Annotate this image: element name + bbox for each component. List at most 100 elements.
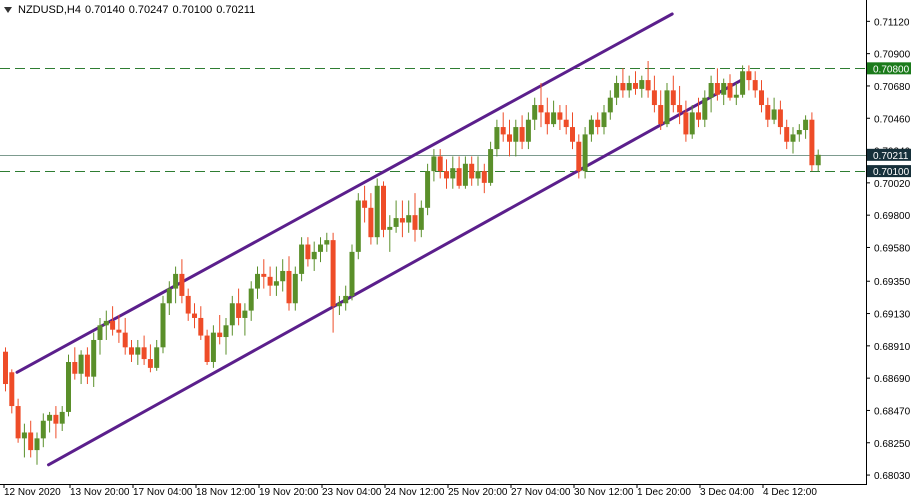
candle-body	[752, 80, 758, 91]
symbol-menu-icon[interactable]	[4, 7, 12, 13]
y-tick-label: 0.69580	[874, 243, 911, 254]
candle-body	[255, 273, 260, 289]
candle-body	[355, 200, 361, 252]
candle	[173, 266, 179, 304]
x-tick-label: 4 Dec 12:00	[763, 487, 817, 498]
candle-body	[40, 420, 46, 439]
candle-body	[708, 83, 714, 98]
candle	[708, 75, 714, 113]
candle-body	[343, 295, 349, 304]
candle	[198, 306, 204, 340]
candle-body	[9, 372, 15, 407]
candle	[588, 115, 594, 142]
candle	[122, 317, 128, 355]
x-tick-label: 12 Nov 2020	[4, 487, 61, 498]
candle-body	[488, 149, 494, 183]
candle	[387, 215, 393, 252]
candle-body	[47, 414, 53, 421]
candle-body	[607, 97, 613, 113]
candle	[544, 97, 550, 135]
candle	[740, 65, 746, 98]
candle-body	[368, 207, 374, 238]
candle-body	[91, 339, 97, 377]
candle	[305, 237, 311, 267]
price-labels: 0.70800 0.70211 0.70100	[867, 62, 911, 178]
candle-body	[229, 303, 235, 326]
y-tick-label: 0.69130	[874, 310, 911, 321]
candle-body	[620, 83, 626, 91]
candle	[582, 127, 588, 179]
candle-body	[733, 94, 739, 98]
y-tick-label: 0.70900	[874, 50, 911, 61]
candle	[469, 156, 475, 186]
candle	[815, 149, 821, 172]
candle-body	[412, 215, 418, 230]
candle-body	[507, 134, 512, 142]
candle	[431, 149, 437, 182]
candle-body	[689, 112, 695, 135]
candlesticks	[3, 60, 821, 465]
candle	[721, 78, 727, 106]
candle-body	[84, 354, 90, 377]
candle	[645, 60, 651, 98]
candle	[292, 266, 298, 311]
candle-body	[3, 351, 8, 385]
candle-body	[34, 438, 40, 451]
candle	[696, 97, 701, 128]
candle	[311, 241, 317, 271]
candle-body	[267, 276, 273, 286]
candle-body	[803, 119, 809, 130]
candle-body	[633, 83, 638, 89]
channel-lower-line[interactable]	[47, 78, 743, 467]
candle-body	[570, 127, 575, 142]
horizontal-levels	[0, 68, 866, 172]
candle	[286, 256, 292, 311]
candle-body	[406, 215, 412, 223]
candle-body	[280, 270, 286, 282]
candle	[59, 406, 65, 432]
candle	[759, 80, 764, 113]
candle-body	[595, 119, 601, 128]
candle-body	[273, 281, 279, 286]
candle	[746, 65, 752, 91]
candle-body	[129, 347, 134, 355]
candle-body	[242, 310, 248, 318]
candle	[21, 423, 27, 458]
candle-body	[135, 347, 141, 355]
candle-body	[456, 168, 462, 186]
candle-body	[318, 244, 323, 252]
candle	[494, 119, 500, 157]
candle	[34, 432, 40, 465]
candle-body	[513, 127, 519, 142]
time-axis[interactable]: 12 Nov 2020 13 Nov 20:00 17 Nov 04:00 18 No…	[3, 484, 817, 498]
candle-body	[387, 226, 393, 230]
candle	[658, 90, 664, 130]
candle	[255, 266, 260, 299]
channel-upper-line[interactable]	[15, 12, 674, 374]
candle	[141, 335, 147, 365]
candle	[179, 259, 185, 304]
candle	[72, 347, 78, 380]
candle-body	[103, 320, 109, 326]
candle	[160, 295, 166, 354]
candle-body	[462, 163, 468, 186]
candle-body	[702, 97, 708, 120]
candle-body	[381, 185, 386, 230]
candle	[633, 71, 638, 95]
candle-body	[475, 171, 481, 179]
ohlc-low: 0.70100	[172, 4, 213, 16]
candle-body	[349, 251, 355, 296]
candle-body	[437, 156, 443, 172]
candle	[393, 200, 399, 233]
candle-body	[185, 295, 191, 314]
price-label-text: 0.70100	[873, 167, 910, 178]
y-tick-label: 0.70460	[874, 114, 911, 125]
candle-body	[563, 119, 569, 128]
candle	[444, 159, 449, 189]
candle	[513, 119, 519, 157]
candle	[210, 325, 216, 368]
candle	[336, 295, 342, 316]
candle	[777, 100, 783, 135]
candle-body	[431, 156, 437, 172]
